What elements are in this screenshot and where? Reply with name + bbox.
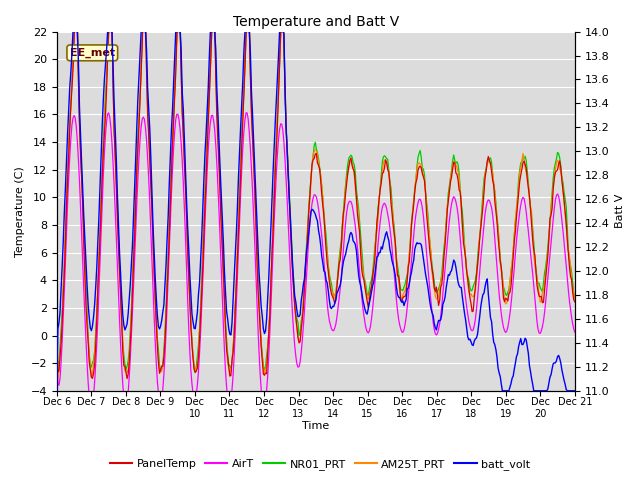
Y-axis label: Temperature (C): Temperature (C) [15, 166, 25, 256]
Y-axis label: Batt V: Batt V [615, 194, 625, 228]
X-axis label: Time: Time [302, 421, 330, 432]
Legend: PanelTemp, AirT, NR01_PRT, AM25T_PRT, batt_volt: PanelTemp, AirT, NR01_PRT, AM25T_PRT, ba… [106, 455, 534, 474]
Title: Temperature and Batt V: Temperature and Batt V [233, 15, 399, 29]
Text: EE_met: EE_met [70, 48, 115, 58]
